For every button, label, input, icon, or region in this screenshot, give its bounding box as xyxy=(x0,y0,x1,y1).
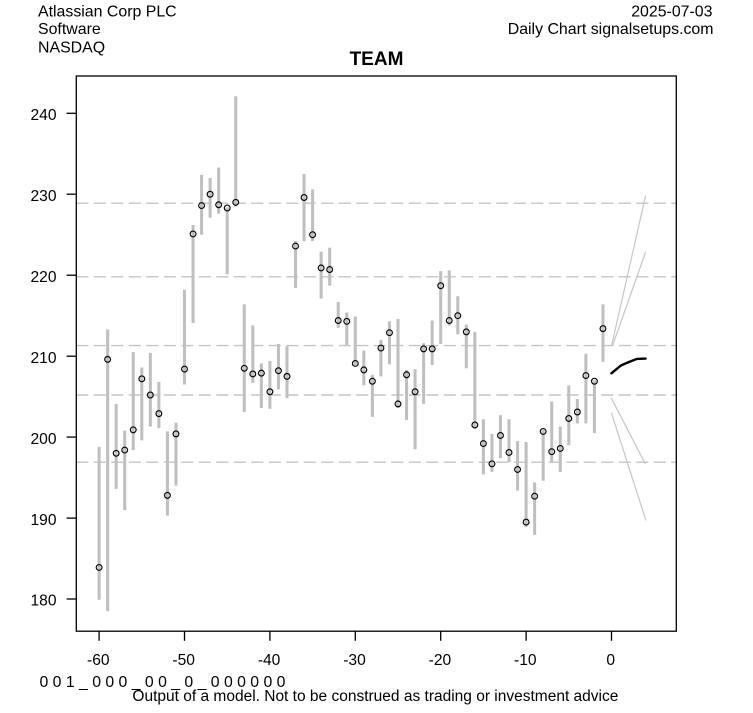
svg-text:2025-07-03: 2025-07-03 xyxy=(631,4,712,21)
svg-text:TEAM: TEAM xyxy=(350,49,404,70)
svg-text:Output of a model. Not to be c: Output of a model. Not to be construed a… xyxy=(132,688,618,705)
svg-text:-30: -30 xyxy=(343,652,366,669)
svg-text:210: 210 xyxy=(30,350,56,367)
svg-text:220: 220 xyxy=(30,269,56,286)
svg-text:-10: -10 xyxy=(514,652,537,669)
svg-text:Atlassian Corp PLC: Atlassian Corp PLC xyxy=(38,4,177,21)
svg-text:0 0 1 _ 0 0 0 _ 0 0 _ 0 _ 0 0: 0 0 1 _ 0 0 0 _ 0 0 _ 0 _ 0 0 0 0 0 0 xyxy=(40,674,286,691)
svg-text:-40: -40 xyxy=(258,652,281,669)
svg-text:230: 230 xyxy=(30,188,56,205)
svg-text:Daily Chart signalsetups.com: Daily Chart signalsetups.com xyxy=(508,21,714,38)
svg-text:Software: Software xyxy=(38,21,101,38)
svg-text:-50: -50 xyxy=(172,652,195,669)
svg-text:-60: -60 xyxy=(87,652,110,669)
svg-text:190: 190 xyxy=(30,512,56,529)
svg-text:NASDAQ: NASDAQ xyxy=(38,39,105,56)
svg-text:240: 240 xyxy=(30,107,56,124)
svg-text:0: 0 xyxy=(606,652,615,669)
svg-text:180: 180 xyxy=(30,593,56,610)
svg-text:-20: -20 xyxy=(429,652,452,669)
svg-text:200: 200 xyxy=(30,431,56,448)
